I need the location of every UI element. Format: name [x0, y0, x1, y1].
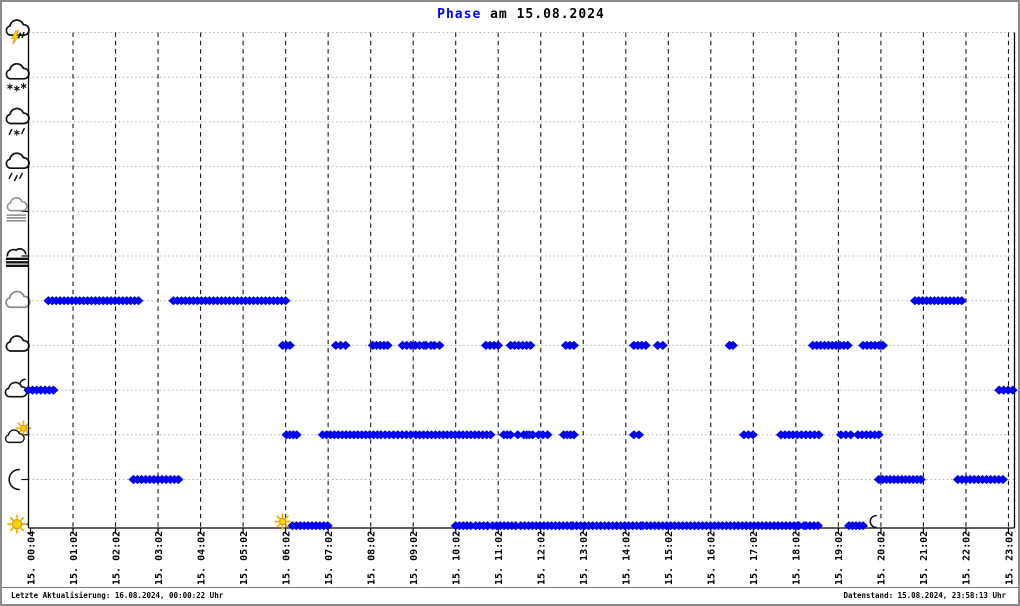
cloudy-icon [5, 335, 30, 352]
series-segment [628, 340, 651, 350]
series-segment [858, 340, 889, 350]
x-tick-label: 15. 06:02 [281, 531, 292, 585]
x-tick-label: 15. 19:02 [834, 531, 845, 585]
x-tick-label: 15. 22:02 [962, 531, 973, 585]
series-segment [470, 521, 493, 531]
series-segment [23, 385, 59, 395]
series-segment [852, 430, 884, 440]
x-tick-label: 15. 20:02 [877, 531, 888, 585]
x-tick-label: 15. 01:02 [69, 531, 80, 585]
rain-icon [5, 152, 30, 182]
x-tick-label: 15. 03:02 [154, 531, 165, 585]
series-segment [367, 340, 393, 350]
series-segment [801, 521, 823, 531]
x-tick-label: 15. 14:02 [622, 531, 633, 585]
series-segment [994, 385, 1018, 395]
series-segment [480, 340, 504, 350]
sleet-icon [5, 107, 30, 136]
x-tick-label: 15. 12:02 [537, 531, 548, 585]
x-tick-label: 15. 11:02 [494, 531, 505, 585]
chart-title-date: am 15.08.2024 [481, 7, 605, 22]
snow-icon [5, 62, 30, 92]
series-segment [637, 521, 803, 531]
series-segment [652, 340, 668, 350]
series-segment [168, 296, 291, 306]
sunset-moon-icon [869, 514, 877, 529]
x-tick-label: 15. 07:02 [324, 531, 335, 585]
x-tick-label: 15. 13:02 [579, 531, 590, 585]
series-segment [429, 340, 445, 350]
series-segment [410, 430, 496, 440]
series-segment [317, 430, 383, 440]
sun-icon [7, 514, 27, 534]
series-segment [375, 430, 416, 440]
series-segment [287, 521, 333, 531]
x-tick-label: 15. 05:02 [239, 531, 250, 585]
overcast-icon [5, 290, 31, 309]
x-tick-label: 15. 21:02 [919, 531, 930, 585]
series-segment [281, 430, 302, 440]
x-tick-label: 15. 02:02 [111, 531, 122, 585]
series-segment [537, 430, 553, 440]
series-segment [835, 430, 856, 440]
x-tick-label: 15. 00:04 [26, 531, 37, 585]
x-tick-label: 15. 16:02 [707, 531, 718, 585]
series-segment [738, 430, 758, 440]
series-segment [952, 474, 1008, 485]
series-segment [628, 430, 644, 440]
series-segment [43, 296, 144, 306]
phase-series [23, 296, 1018, 531]
series-segment [844, 521, 869, 531]
series-segment [567, 521, 646, 531]
sunrise-sun-icon [274, 513, 291, 530]
fog-icon [6, 247, 28, 267]
x-tick-label: 15. 17:02 [749, 531, 760, 585]
x-tick-label: 15. 04:02 [196, 531, 207, 585]
series-segment [277, 340, 295, 350]
series-segment [560, 340, 579, 350]
mist-icon [6, 197, 28, 222]
series-segment [787, 430, 824, 440]
x-tick-label: 15. 10:02 [452, 531, 463, 585]
data-state-text: Datenstand: 15.08.2024, 23:58:13 Uhr [843, 591, 1006, 600]
series-segment [450, 521, 476, 531]
x-tick-label: 15. 09:02 [409, 531, 420, 585]
status-bar: Letzte Aktualisierung: 16.08.2024, 00:00… [2, 587, 1018, 604]
x-tick-label: 15. 23:02 [1004, 531, 1015, 585]
thunderstorm-icon [5, 19, 30, 45]
series-segment [873, 474, 926, 485]
chart-title-phase: Phase [437, 7, 482, 22]
last-update-text: Letzte Aktualisierung: 16.08.2024, 00:00… [11, 591, 224, 600]
chart-title: Phase am 15.08.2024 [30, 7, 1012, 25]
series-segment [487, 521, 521, 531]
x-tick-label: 15. 15:02 [664, 531, 675, 585]
series-segment [330, 340, 351, 350]
series-segment [909, 296, 967, 306]
series-segment [807, 340, 853, 350]
moon-icon [8, 468, 20, 491]
series-segment [724, 340, 738, 350]
axis-lines [27, 32, 1016, 529]
cloud-sun-icon [4, 420, 32, 444]
series-segment [128, 474, 184, 485]
series-segment [505, 340, 536, 350]
x-tick-label: 15. 08:02 [366, 531, 377, 585]
series-segment [515, 521, 576, 531]
x-tick-label: 15. 18:02 [792, 531, 803, 585]
series-segment [498, 430, 516, 440]
cloud-moon-icon [4, 378, 28, 398]
series-segment [558, 430, 579, 440]
phase-chart-canvas: 15. 00:04 15. 01:02 15. 02:02 15. 03:02 15. … [4, 19, 1018, 585]
